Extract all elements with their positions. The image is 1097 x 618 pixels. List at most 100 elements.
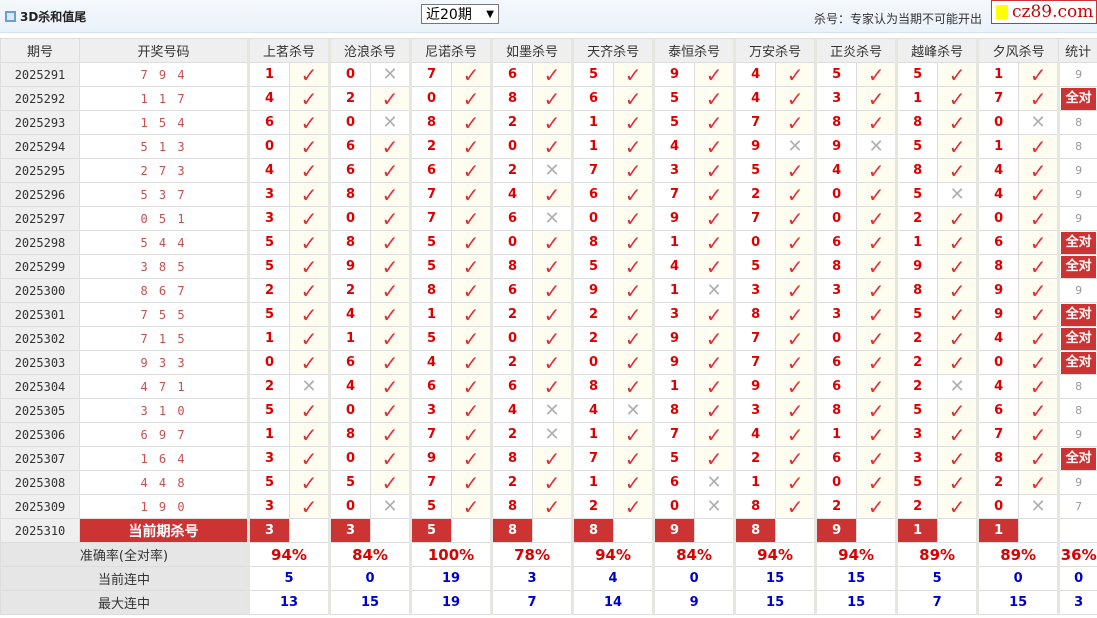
check-icon: ✓	[462, 302, 480, 327]
result-cell: ✓	[694, 62, 736, 87]
empty-cell	[694, 518, 736, 543]
result-cell: ✓	[288, 254, 331, 279]
current-streak-label: 当前连中	[0, 566, 249, 591]
period-cell: 2025305	[0, 398, 80, 423]
current-kill-label: 当前期杀号	[79, 518, 249, 543]
column-header-expert: 正炎杀号	[814, 38, 898, 63]
kill-number: 5	[895, 398, 939, 423]
check-icon: ✓	[381, 134, 399, 159]
check-icon: ✓	[867, 86, 885, 111]
kill-number: 4	[247, 86, 290, 111]
kill-number: 4	[652, 254, 696, 279]
kill-number: 8	[895, 278, 939, 303]
result-cell: ✓	[1018, 158, 1060, 183]
check-icon: ✓	[381, 470, 399, 495]
period-range-select[interactable]: 近20期 ▼	[421, 4, 499, 24]
check-icon: ✓	[381, 254, 399, 279]
kill-number: 5	[895, 134, 939, 159]
kill-number: 6	[490, 206, 534, 231]
check-icon: ✓	[867, 110, 885, 135]
draw-numbers: 0 5 1	[79, 206, 249, 231]
check-icon: ✓	[786, 182, 804, 207]
check-icon: ✓	[1029, 446, 1047, 471]
stat-cell: 9	[1057, 158, 1097, 183]
result-cell: ✓	[288, 398, 331, 423]
kill-number: 9	[652, 350, 696, 375]
check-icon: ✓	[462, 422, 480, 447]
result-cell: ✓	[613, 62, 655, 87]
stat-cell: 9	[1057, 206, 1097, 231]
kill-table: 期号 开奖号码 上茗杀号 沧浪杀号 尼诺杀号 如墨杀号 天齐杀号 泰恒杀号 万安杀号 正炎杀号 越峰…	[0, 38, 1097, 615]
check-icon: ✓	[624, 494, 642, 519]
result-cell: ✕	[288, 374, 331, 399]
check-icon: ✓	[543, 494, 561, 519]
result-cell: ✕	[694, 494, 736, 519]
kill-number: 5	[328, 470, 372, 495]
draw-numbers: 1 5 4	[79, 110, 249, 135]
empty-cell	[1057, 518, 1097, 543]
kill-number: 3	[247, 206, 290, 231]
kill-number: 6	[490, 62, 534, 87]
current-streak-row: 当前连中 5 0 19 3 4 0 15 15 5 0 0	[0, 566, 1097, 591]
kill-number: 5	[895, 302, 939, 327]
period-cell: 2025301	[0, 302, 80, 327]
result-cell: ✓	[613, 86, 655, 111]
check-icon: ✓	[705, 158, 723, 183]
kill-number: 0	[976, 350, 1020, 375]
kill-number: 0	[247, 350, 290, 375]
kill-number: 4	[733, 86, 777, 111]
result-cell: ✓	[694, 110, 736, 135]
kill-number: 6	[571, 182, 615, 207]
result-cell: ✓	[451, 422, 493, 447]
check-icon: ✓	[867, 326, 885, 351]
kill-number: 1	[247, 422, 290, 447]
check-icon: ✓	[1029, 254, 1047, 279]
check-icon: ✓	[705, 254, 723, 279]
table-row: 2025291 7 9 4 1 ✓ 0 ✕ 7 ✓ 6 ✓ 5 ✓ 9 ✓ 4 ✓ 5 ✓ 5 ✓ 1 ✓ 9	[0, 62, 1097, 87]
result-cell: ✓	[288, 422, 331, 447]
result-cell: ✓	[856, 278, 898, 303]
result-cell: ✓	[532, 374, 574, 399]
result-cell: ✓	[288, 86, 331, 111]
kill-number: 1	[895, 230, 939, 255]
check-icon: ✓	[462, 86, 480, 111]
accuracy-value: 94%	[814, 542, 898, 567]
check-icon: ✓	[786, 206, 804, 231]
check-icon: ✓	[1029, 422, 1047, 447]
table-row: 2025306 6 9 7 1 ✓ 8 ✓ 7 ✓ 2 ✕ 1 ✓ 7 ✓ 4 ✓ 1 ✓ 3 ✓ 7 ✓ 9	[0, 422, 1097, 447]
check-icon: ✓	[300, 494, 318, 519]
check-icon: ✓	[624, 422, 642, 447]
kill-number: 1	[247, 62, 290, 87]
draw-numbers: 7 1 5	[79, 326, 249, 351]
current-streak-value: 15	[733, 566, 817, 591]
table-row: 2025300 8 6 7 2 ✓ 2 ✓ 8 ✓ 6 ✓ 9 ✓ 1 ✕ 3 ✓ 3 ✓ 8 ✓ 9 ✓ 9	[0, 278, 1097, 303]
kill-number: 8	[490, 86, 534, 111]
result-cell: ✕	[532, 158, 574, 183]
result-cell: ✓	[1018, 326, 1060, 351]
stat-cell: 8	[1057, 110, 1097, 135]
kill-number: 5	[733, 254, 777, 279]
kill-number: 9	[976, 302, 1020, 327]
period-cell: 2025291	[0, 62, 80, 87]
check-icon: ✓	[624, 374, 642, 399]
result-cell: ✓	[775, 302, 817, 327]
result-cell: ✓	[694, 422, 736, 447]
result-cell: ✓	[613, 110, 655, 135]
check-icon: ✓	[543, 470, 561, 495]
check-icon: ✓	[1029, 182, 1047, 207]
kill-number: 0	[976, 206, 1020, 231]
check-icon: ✓	[381, 230, 399, 255]
all-correct-badge: 全对	[1061, 231, 1097, 254]
result-cell: ✓	[288, 494, 331, 519]
max-streak-value: 19	[409, 590, 493, 615]
check-icon: ✓	[624, 206, 642, 231]
kill-number: 3	[814, 86, 858, 111]
kill-number: 8	[571, 374, 615, 399]
table-row: 2025294 5 1 3 0 ✓ 6 ✓ 2 ✓ 0 ✓ 1 ✓ 4 ✓ 9 ✕ 9 ✕ 5 ✓ 1 ✓ 8	[0, 134, 1097, 159]
check-icon: ✓	[381, 446, 399, 471]
stat-cell: 全对	[1057, 86, 1097, 111]
result-cell: ✓	[775, 494, 817, 519]
check-icon: ✓	[624, 134, 642, 159]
check-icon: ✓	[705, 230, 723, 255]
check-icon: ✓	[786, 326, 804, 351]
